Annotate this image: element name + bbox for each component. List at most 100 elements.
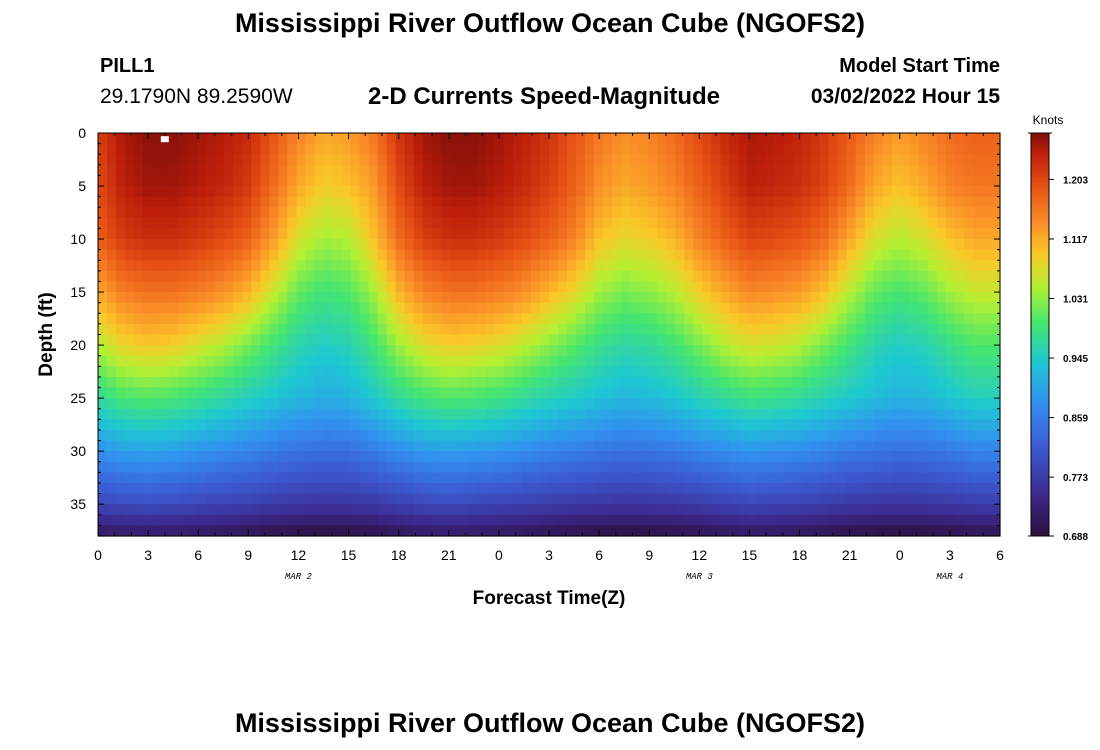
- heatmap-cell: [341, 207, 352, 219]
- heatmap-cell: [612, 366, 622, 378]
- heatmap-cell: [603, 472, 613, 484]
- heatmap-cell: [107, 323, 117, 336]
- heatmap-cell: [269, 196, 279, 208]
- heatmap-cell: [359, 186, 370, 198]
- heatmap-cell: [855, 366, 866, 378]
- heatmap-cell: [576, 334, 586, 346]
- heatmap-cell: [612, 451, 622, 463]
- heatmap-cell: [684, 493, 694, 505]
- heatmap-cell: [386, 186, 397, 198]
- heatmap-cell: [558, 504, 568, 516]
- heatmap-cell: [900, 196, 911, 208]
- heatmap-cell: [503, 525, 514, 537]
- heatmap-cell: [332, 164, 343, 177]
- heatmap-cell: [711, 186, 721, 198]
- heatmap-cell: [729, 217, 740, 230]
- heatmap-cell: [377, 461, 388, 473]
- heatmap-cell: [702, 408, 712, 420]
- heatmap-cell: [215, 366, 225, 378]
- heatmap-cell: [873, 164, 884, 177]
- heatmap-cell: [648, 451, 658, 463]
- heatmap-cell: [783, 260, 794, 272]
- heatmap-cell: [918, 376, 929, 389]
- heatmap-cell: [269, 164, 279, 177]
- heatmap-cell: [711, 281, 721, 293]
- heatmap-cell: [756, 196, 767, 208]
- heatmap-cell: [810, 472, 821, 484]
- heatmap-cell: [765, 482, 776, 495]
- heatmap-cell: [711, 143, 721, 155]
- heatmap-cell: [233, 493, 243, 505]
- heatmap-cell: [521, 451, 532, 463]
- heatmap-cell: [143, 260, 153, 272]
- heatmap-cell: [161, 472, 171, 484]
- heatmap-cells: [98, 133, 1001, 537]
- heatmap-cell: [224, 514, 234, 526]
- heatmap-cell: [539, 387, 550, 399]
- heatmap-cell: [539, 281, 550, 293]
- heatmap-cell: [539, 217, 550, 230]
- heatmap-cell: [666, 270, 676, 283]
- heatmap-cell: [107, 217, 117, 230]
- heatmap-cell: [810, 249, 821, 261]
- heatmap-cell: [666, 217, 676, 230]
- heatmap-cell: [603, 281, 613, 293]
- heatmap-cell: [873, 387, 884, 399]
- heatmap-cell: [855, 525, 866, 537]
- heatmap-cell: [161, 270, 171, 283]
- heatmap-cell: [828, 408, 839, 420]
- heatmap-cell: [954, 408, 965, 420]
- heatmap-cell: [630, 228, 640, 240]
- heatmap-cell: [774, 281, 785, 293]
- heatmap-cell: [197, 366, 207, 378]
- heatmap-cell: [368, 175, 379, 187]
- heatmap-cell: [873, 461, 884, 473]
- heatmap-cell: [828, 451, 839, 463]
- heatmap-cell: [395, 514, 406, 526]
- heatmap-cell: [224, 143, 234, 155]
- heatmap-cell: [215, 408, 225, 420]
- heatmap-cell: [630, 429, 640, 442]
- heatmap-cell: [314, 175, 325, 187]
- heatmap-cell: [134, 461, 144, 473]
- heatmap-cell: [693, 376, 703, 389]
- heatmap-cell: [251, 217, 261, 230]
- heatmap-cell: [576, 239, 586, 251]
- heatmap-cell: [116, 429, 126, 442]
- heatmap-cell: [810, 175, 821, 187]
- heatmap-cell: [359, 504, 370, 516]
- heatmap-cell: [188, 482, 198, 495]
- heatmap-cell: [702, 133, 712, 145]
- heatmap-cell: [549, 376, 559, 389]
- heatmap-cell: [242, 514, 252, 526]
- heatmap-cell: [251, 472, 261, 484]
- heatmap-cell: [801, 419, 812, 431]
- heatmap-cell: [449, 504, 460, 516]
- heatmap-cell: [368, 451, 379, 463]
- heatmap-cell: [585, 355, 595, 367]
- heatmap-cell: [170, 376, 180, 389]
- heatmap-cell: [585, 323, 595, 336]
- heatmap-cell: [233, 302, 243, 314]
- heatmap-cell: [224, 429, 234, 442]
- heatmap-cell: [413, 323, 424, 336]
- heatmap-cell: [215, 461, 225, 473]
- heatmap-cell: [909, 419, 920, 431]
- heatmap-cell: [287, 302, 298, 314]
- heatmap-cell: [828, 398, 839, 410]
- heatmap-cell: [792, 366, 803, 378]
- heatmap-cell: [972, 249, 983, 261]
- heatmap-cell: [990, 482, 1001, 495]
- heatmap-cell: [278, 196, 289, 208]
- heatmap-cell: [359, 292, 370, 304]
- heatmap-cell: [639, 461, 649, 473]
- heatmap-cell: [594, 164, 604, 177]
- heatmap-cell: [341, 525, 352, 537]
- heatmap-cell: [909, 408, 920, 420]
- heatmap-cell: [404, 345, 415, 357]
- heatmap-cell: [215, 313, 225, 325]
- heatmap-cell: [476, 133, 487, 145]
- heatmap-cell: [954, 260, 965, 272]
- heatmap-cell: [314, 164, 325, 177]
- heatmap-cell: [657, 154, 667, 166]
